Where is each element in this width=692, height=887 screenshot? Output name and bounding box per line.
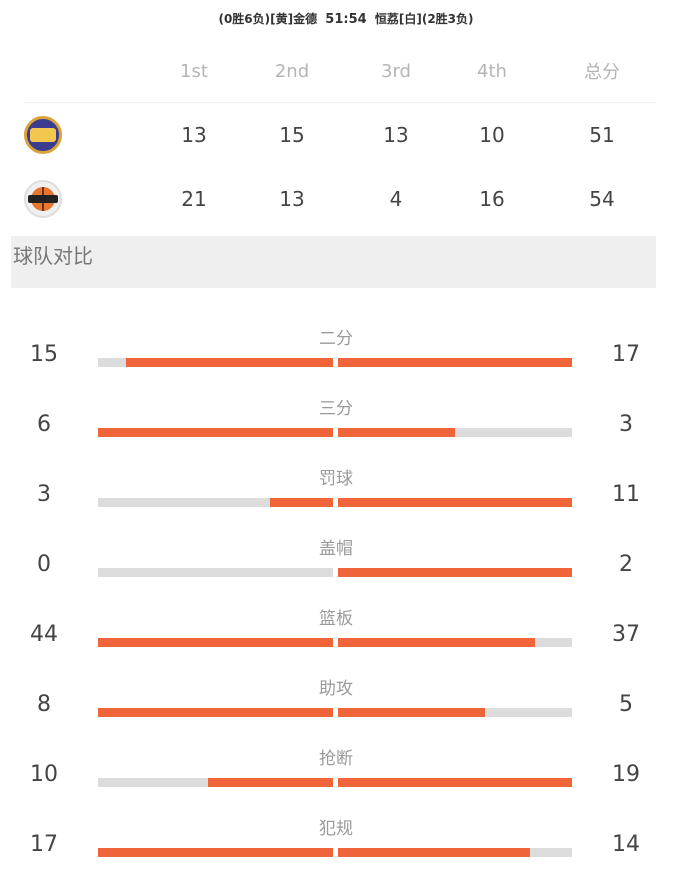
stat-label: 盖帽 xyxy=(319,539,353,559)
stat-home-bar-fill xyxy=(98,848,333,857)
home-q1-score: 13 xyxy=(181,123,207,147)
stat-away-bar xyxy=(338,708,572,717)
stat-away-value: 37 xyxy=(612,622,640,647)
stat-label: 二分 xyxy=(319,329,353,349)
stat-home-bar xyxy=(98,848,333,857)
away-team-row: 21 13 4 16 54 xyxy=(24,167,656,231)
home-q2-score: 15 xyxy=(279,123,305,147)
home-q4-score: 10 xyxy=(479,123,505,147)
stat-home-bar-fill xyxy=(269,498,333,507)
stat-label: 三分 xyxy=(319,399,353,419)
stat-away-value: 3 xyxy=(619,412,633,437)
stat-away-bar-fill xyxy=(338,708,486,717)
stat-home-value: 8 xyxy=(37,692,51,717)
game-header: (0胜6负)[黄]金德 51:54 恒荔[白](2胜3负) xyxy=(0,10,692,27)
stat-home-value: 6 xyxy=(37,412,51,437)
stat-label: 罚球 xyxy=(319,469,353,489)
stat-row: 10 抢断 19 xyxy=(0,738,692,808)
stat-away-bar-fill xyxy=(338,568,572,577)
stat-home-bar xyxy=(98,358,333,367)
stat-home-bar-fill xyxy=(208,778,333,787)
stat-row: 8 助攻 5 xyxy=(0,668,692,738)
stat-away-value: 11 xyxy=(612,482,640,507)
quarter-score-table: 1st 2nd 3rd 4th 总分 13 15 13 10 51 21 13 … xyxy=(24,40,656,231)
stat-away-bar-fill xyxy=(338,498,572,507)
stat-away-bar xyxy=(338,358,572,367)
stat-away-value: 5 xyxy=(619,692,633,717)
away-team-record: 恒荔[白](2胜3负) xyxy=(374,12,474,26)
stat-away-value: 14 xyxy=(612,832,640,857)
jinde-team-logo[interactable] xyxy=(24,116,62,154)
stat-away-bar xyxy=(338,778,572,787)
stat-away-bar-fill xyxy=(338,848,530,857)
stat-away-bar-fill xyxy=(338,428,455,437)
stat-home-value: 10 xyxy=(30,762,58,787)
away-q1-score: 21 xyxy=(181,187,207,211)
stat-away-bar xyxy=(338,568,572,577)
stat-home-bar xyxy=(98,568,333,577)
home-team-record: (0胜6负)[黄]金德 xyxy=(218,12,318,26)
stat-away-bar xyxy=(338,848,572,857)
stat-away-bar-fill xyxy=(338,358,572,367)
stat-home-bar-fill xyxy=(98,428,333,437)
home-team-row: 13 15 13 10 51 xyxy=(24,103,656,167)
stat-label: 助攻 xyxy=(319,679,353,699)
stat-away-bar xyxy=(338,498,572,507)
stat-row: 44 篮板 37 xyxy=(0,598,692,668)
stat-label: 犯规 xyxy=(319,819,353,839)
stat-home-value: 15 xyxy=(30,342,58,367)
home-total-score: 51 xyxy=(589,123,615,147)
stat-label: 抢断 xyxy=(319,749,353,769)
stat-away-bar xyxy=(338,638,572,647)
stat-away-bar-fill xyxy=(338,778,572,787)
stat-row: 15 二分 17 xyxy=(0,318,692,388)
stat-home-bar-fill xyxy=(126,358,333,367)
game-score: 51:54 xyxy=(325,12,367,27)
away-q2-score: 13 xyxy=(279,187,305,211)
stat-home-bar xyxy=(98,498,333,507)
stat-away-bar-fill xyxy=(338,638,535,647)
header-q2: 2nd xyxy=(274,60,310,82)
hengli-team-logo[interactable] xyxy=(24,180,62,218)
stat-home-bar xyxy=(98,428,333,437)
stat-home-bar-fill xyxy=(98,708,333,717)
stat-away-bar xyxy=(338,428,572,437)
home-q3-score: 13 xyxy=(383,123,409,147)
stat-row: 0 盖帽 2 xyxy=(0,528,692,598)
stat-row: 17 犯规 14 xyxy=(0,808,692,878)
stat-home-value: 17 xyxy=(30,832,58,857)
stat-away-value: 2 xyxy=(619,552,633,577)
header-q4: 4th xyxy=(477,60,507,82)
header-q3: 3rd xyxy=(381,60,411,82)
stat-home-bar xyxy=(98,708,333,717)
stat-home-bar-fill xyxy=(98,638,333,647)
away-q3-score: 4 xyxy=(389,187,403,211)
header-q1: 1st xyxy=(180,60,208,82)
stat-away-value: 19 xyxy=(612,762,640,787)
team-comparison-title: 球队对比 xyxy=(11,236,656,288)
stat-row: 6 三分 3 xyxy=(0,388,692,458)
stat-home-value: 0 xyxy=(37,552,51,577)
quarter-header-row: 1st 2nd 3rd 4th 总分 xyxy=(24,40,656,103)
stat-home-value: 3 xyxy=(37,482,51,507)
stat-home-value: 44 xyxy=(30,622,58,647)
stat-away-value: 17 xyxy=(612,342,640,367)
stat-home-bar xyxy=(98,638,333,647)
stat-row: 3 罚球 11 xyxy=(0,458,692,528)
away-q4-score: 16 xyxy=(479,187,505,211)
header-total: 总分 xyxy=(584,62,620,83)
away-total-score: 54 xyxy=(589,187,615,211)
stat-home-bar xyxy=(98,778,333,787)
stat-label: 篮板 xyxy=(319,609,353,629)
